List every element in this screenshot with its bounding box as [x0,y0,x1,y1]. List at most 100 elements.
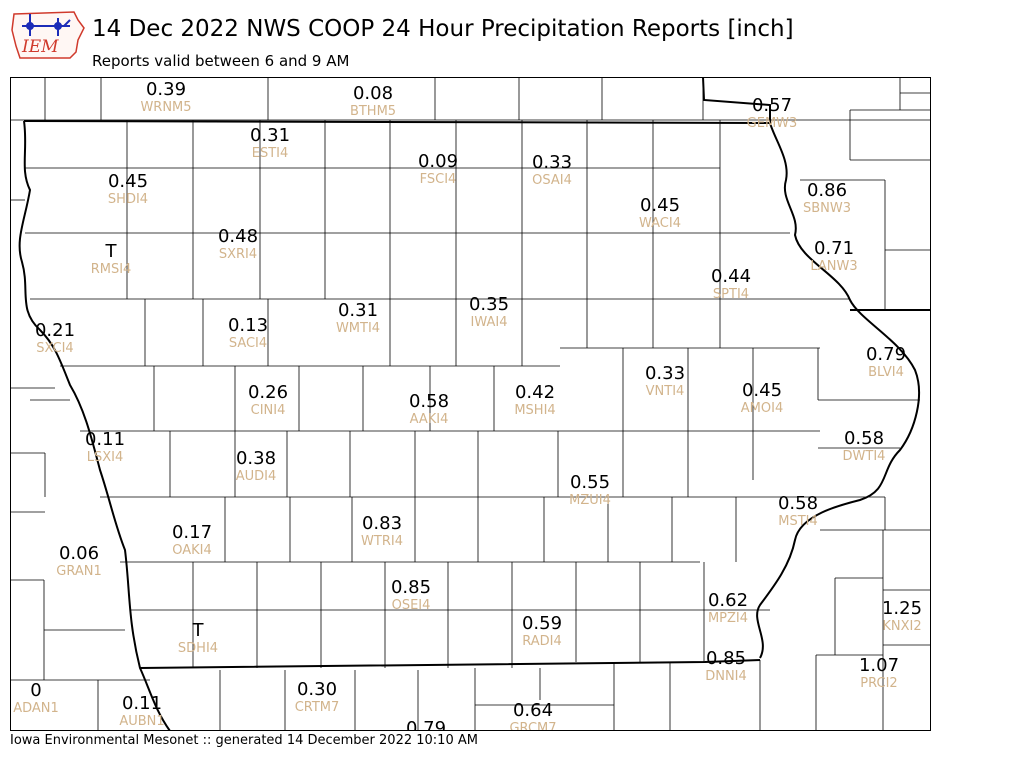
precip-value: 0.33 [644,363,686,384]
station-osei4: 0.85 OSEI4 [390,577,432,614]
precip-value: T [105,241,117,262]
station-id: VNTI4 [645,384,685,399]
station-id: SXRI4 [218,247,258,262]
precip-value: 0.31 [249,125,291,146]
station-radi4: 0.59 RADI4 [521,613,563,650]
station-id: CRTM7 [294,700,340,715]
station-id: LANW3 [810,259,858,274]
station-adan1: 0 ADAN1 [13,681,59,717]
station-lsxi4: 0.11 LSXI4 [84,429,126,466]
station-gran1: 0.06 GRAN1 [56,543,101,580]
station-grcm7: 0.64 GRCM7 [509,700,557,732]
station-iwai4: 0.35 IWAI4 [468,294,510,331]
station-id: ADAN1 [13,701,59,716]
page-title: 14 Dec 2022 NWS COOP 24 Hour Precipitati… [92,16,794,42]
precipitation-map: 0.39 WRNM5 0.08 BTHM5 0.57 GEMW3 0.31 ES… [10,77,931,731]
station-labels: 0.39 WRNM5 0.08 BTHM5 0.57 GEMW3 0.31 ES… [10,77,931,732]
page-subtitle: Reports valid between 6 and 9 AM [92,52,350,70]
precip-value: 0.64 [512,700,554,721]
station-id: MSTI4 [778,514,818,529]
station-id: AUDI4 [235,469,277,484]
station-id: SXCI4 [36,341,74,356]
precip-value: 0.26 [247,382,289,403]
precip-value: 0.86 [806,180,848,201]
station-id: BLVI4 [868,365,904,380]
station-id: WTRI4 [361,534,403,549]
precip-value: 0.79 [405,718,447,732]
precip-value: 0.45 [741,380,783,401]
precip-value: 0.45 [107,171,149,192]
station-id: LSXI4 [86,450,124,465]
station-id: MZUI4 [569,493,611,508]
precip-value: 0.39 [145,79,187,100]
logo-text: IEM [21,37,59,57]
precip-value: 0.30 [296,679,338,700]
station-amoi4: 0.45 AMOI4 [740,380,784,417]
station-id: OSAI4 [532,173,572,188]
station-sbnw3: 0.86 SBNW3 [802,180,852,217]
station-osai4: 0.33 OSAI4 [532,153,572,189]
precip-value: 0.79 [865,344,907,365]
precip-value: 0.06 [58,543,100,564]
station-shdi4: 0.45 SHDI4 [107,171,149,208]
station-id: WRNM5 [140,100,192,115]
precip-value: 1.25 [881,598,923,619]
precip-value: 0.35 [468,294,510,315]
station-mpzi4: 0.62 MPZI4 [708,591,748,627]
station-id: AAKI4 [409,412,449,427]
precip-value: 0.83 [361,513,403,534]
precip-value: 1.07 [858,655,900,676]
station-crtm7: 0.30 CRTM7 [294,679,340,716]
station-id: GEMW3 [746,116,798,131]
precip-value: 0.58 [408,391,450,412]
station-id: ESTI4 [251,146,289,161]
station-oaki4: 0.17 OAKI4 [171,522,213,559]
station-id: GRCM7 [509,721,557,731]
precip-value: T [192,620,204,641]
station-prci2: 1.07 PRCI2 [858,655,900,692]
station-mshi4: 0.42 MSHI4 [514,382,556,419]
station-audi4: 0.38 AUDI4 [235,448,277,485]
station-wrnm5: 0.39 WRNM5 [140,79,192,116]
precip-value: 0.42 [514,382,556,403]
station-cini4: 0.26 CINI4 [247,382,289,419]
station-wtri4: 0.83 WTRI4 [361,513,403,550]
station-id: WACI4 [639,216,681,231]
station-vnti4: 0.33 VNTI4 [644,363,686,400]
station-id: SPTI4 [712,287,750,302]
station-id: SBNW3 [802,201,852,216]
station-unlabeled: 0.79 [405,718,447,732]
station-id: AUBN1 [119,714,165,729]
precip-value: 0.38 [235,448,277,469]
station-id: SDHI4 [177,641,219,656]
weather-station-icon [22,14,71,36]
precip-value: 0.48 [217,226,259,247]
station-id: BTHM5 [349,104,397,119]
station-id: AMOI4 [740,401,784,416]
station-bthm5: 0.08 BTHM5 [349,84,397,120]
station-msti4: 0.58 MSTI4 [778,494,818,530]
precip-value: 0.85 [390,577,432,598]
station-esti4: 0.31 ESTI4 [249,125,291,162]
station-knxi2: 1.25 KNXI2 [881,598,923,635]
precip-value: 0.17 [171,522,213,543]
precip-value: 0.55 [569,472,611,493]
precip-value: 0.85 [705,648,747,669]
station-lanw3: 0.71 LANW3 [810,238,858,275]
station-id: SACI4 [228,336,268,351]
station-id: WMTI4 [335,321,381,336]
precip-value: 0.44 [710,266,752,287]
station-sxri4: 0.48 SXRI4 [217,226,259,263]
station-id: IWAI4 [470,315,508,330]
precip-value: 0.71 [813,238,855,259]
precip-value: 0.11 [84,429,126,450]
station-dwti4: 0.58 DWTI4 [842,429,886,465]
station-id: OAKI4 [172,543,212,558]
station-id: PRCI2 [860,676,898,691]
station-id: DWTI4 [842,449,886,464]
precip-value: 0.11 [121,693,163,714]
precip-value: 0.21 [34,320,76,341]
precip-value: 0.59 [521,613,563,634]
station-id: KNXI2 [882,619,922,634]
station-id: OSEI4 [391,598,431,613]
